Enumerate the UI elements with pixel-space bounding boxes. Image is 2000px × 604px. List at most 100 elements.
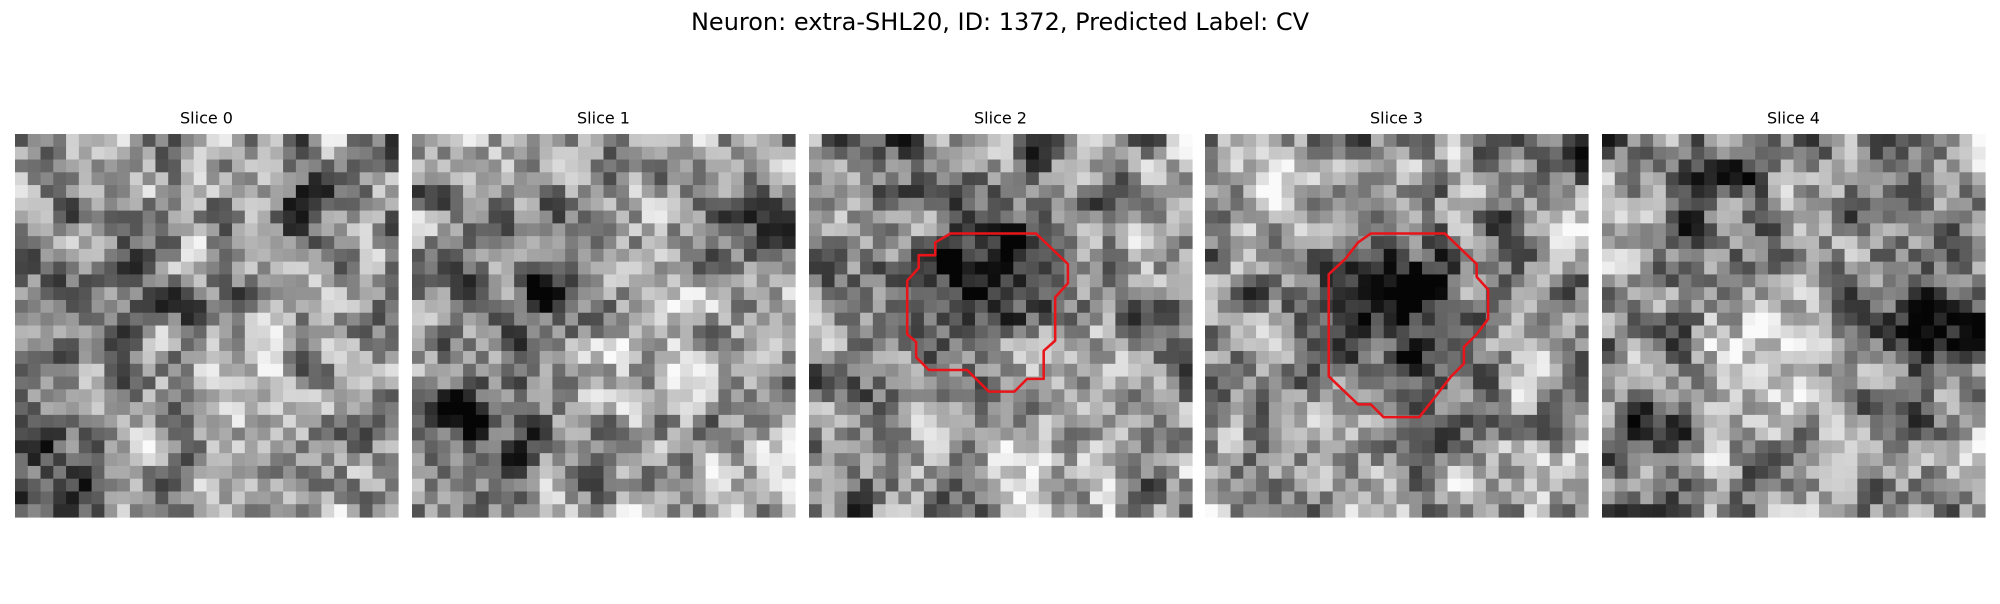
pixel: [1780, 338, 1795, 352]
pixel: [1716, 504, 1731, 518]
pixel: [206, 478, 220, 493]
pixel: [1153, 427, 1168, 441]
pixel: [1000, 504, 1014, 518]
pixel: [769, 185, 783, 199]
pixel: [552, 185, 566, 199]
pixel: [1511, 236, 1525, 250]
pixel: [1166, 287, 1180, 301]
pixel: [1179, 389, 1193, 403]
pixel: [1409, 478, 1423, 493]
pixel: [283, 338, 297, 352]
pixel: [962, 325, 976, 339]
pixel: [450, 325, 464, 339]
pixel: [1549, 287, 1564, 301]
pixel: [219, 159, 233, 173]
pixel: [1243, 402, 1257, 416]
pixel: [616, 427, 630, 441]
pixel: [1972, 325, 1986, 339]
pixel: [885, 197, 899, 212]
pixel: [1793, 312, 1807, 327]
pixel: [1627, 363, 1641, 378]
pixel: [1383, 402, 1398, 416]
pixel: [834, 261, 848, 276]
pixel: [705, 312, 719, 327]
pixel: [1038, 363, 1053, 378]
pixel: [206, 465, 220, 480]
pixel: [66, 146, 80, 161]
pixel: [283, 159, 297, 173]
pixel: [1857, 465, 1871, 480]
pixel: [1319, 325, 1334, 339]
pixel: [641, 197, 656, 212]
pixel: [974, 440, 989, 454]
pixel: [244, 376, 259, 390]
pixel: [667, 299, 681, 314]
pixel: [782, 440, 796, 454]
pixel: [821, 210, 836, 224]
pixel: [692, 185, 707, 199]
pixel: [1806, 236, 1820, 250]
pixel: [53, 453, 67, 467]
pixel: [372, 248, 386, 263]
pixel: [142, 146, 157, 161]
pixel: [834, 414, 848, 429]
pixel: [501, 287, 515, 301]
pixel: [412, 287, 426, 301]
pixel: [346, 312, 361, 327]
pixel: [1205, 440, 1219, 454]
pixel: [654, 146, 668, 161]
pixel: [577, 338, 592, 352]
pixel: [1895, 236, 1909, 250]
pixel: [1575, 236, 1589, 250]
pixel: [923, 287, 938, 301]
pixel: [1128, 478, 1142, 493]
pixel: [1627, 159, 1641, 173]
pixel: [1767, 287, 1782, 301]
pixel: [1434, 159, 1449, 173]
pixel: [1256, 223, 1270, 237]
pixel: [1921, 159, 1935, 173]
pixel: [1038, 440, 1053, 454]
pixel: [372, 223, 386, 237]
pixel: [1473, 351, 1487, 365]
pixel: [821, 414, 836, 429]
pixel: [1767, 491, 1782, 505]
pixel: [590, 146, 605, 161]
pixel: [1205, 478, 1219, 493]
pixel: [450, 351, 464, 365]
pixel: [923, 440, 938, 454]
pixel: [911, 236, 925, 250]
pixel: [949, 248, 963, 263]
pixel: [1128, 325, 1142, 339]
pixel: [654, 504, 668, 518]
pixel: [168, 197, 182, 212]
pixel: [936, 172, 951, 186]
pixel: [334, 159, 348, 173]
pixel: [1294, 185, 1308, 199]
pixel: [1870, 134, 1884, 148]
pixel: [450, 134, 464, 148]
pixel: [1447, 248, 1461, 263]
pixel: [987, 185, 1002, 199]
pixel: [1844, 261, 1858, 276]
pixel: [1026, 363, 1040, 378]
pixel: [1294, 338, 1308, 352]
pixel: [641, 210, 656, 224]
pixel: [1128, 159, 1142, 173]
pixel: [1653, 223, 1667, 237]
pixel: [1166, 134, 1180, 148]
pixel: [616, 223, 630, 237]
pixel: [1562, 299, 1576, 314]
pixel: [346, 478, 361, 493]
pixel: [1345, 299, 1359, 314]
pixel: [142, 274, 157, 288]
pixel: [705, 504, 719, 518]
pixel: [1691, 440, 1705, 454]
pixel: [1653, 491, 1667, 505]
pixel: [1396, 338, 1410, 352]
pixel: [1383, 376, 1398, 390]
pixel: [1051, 159, 1065, 173]
pixel: [923, 159, 938, 173]
pixel: [1332, 159, 1347, 173]
pixel: [1013, 210, 1027, 224]
